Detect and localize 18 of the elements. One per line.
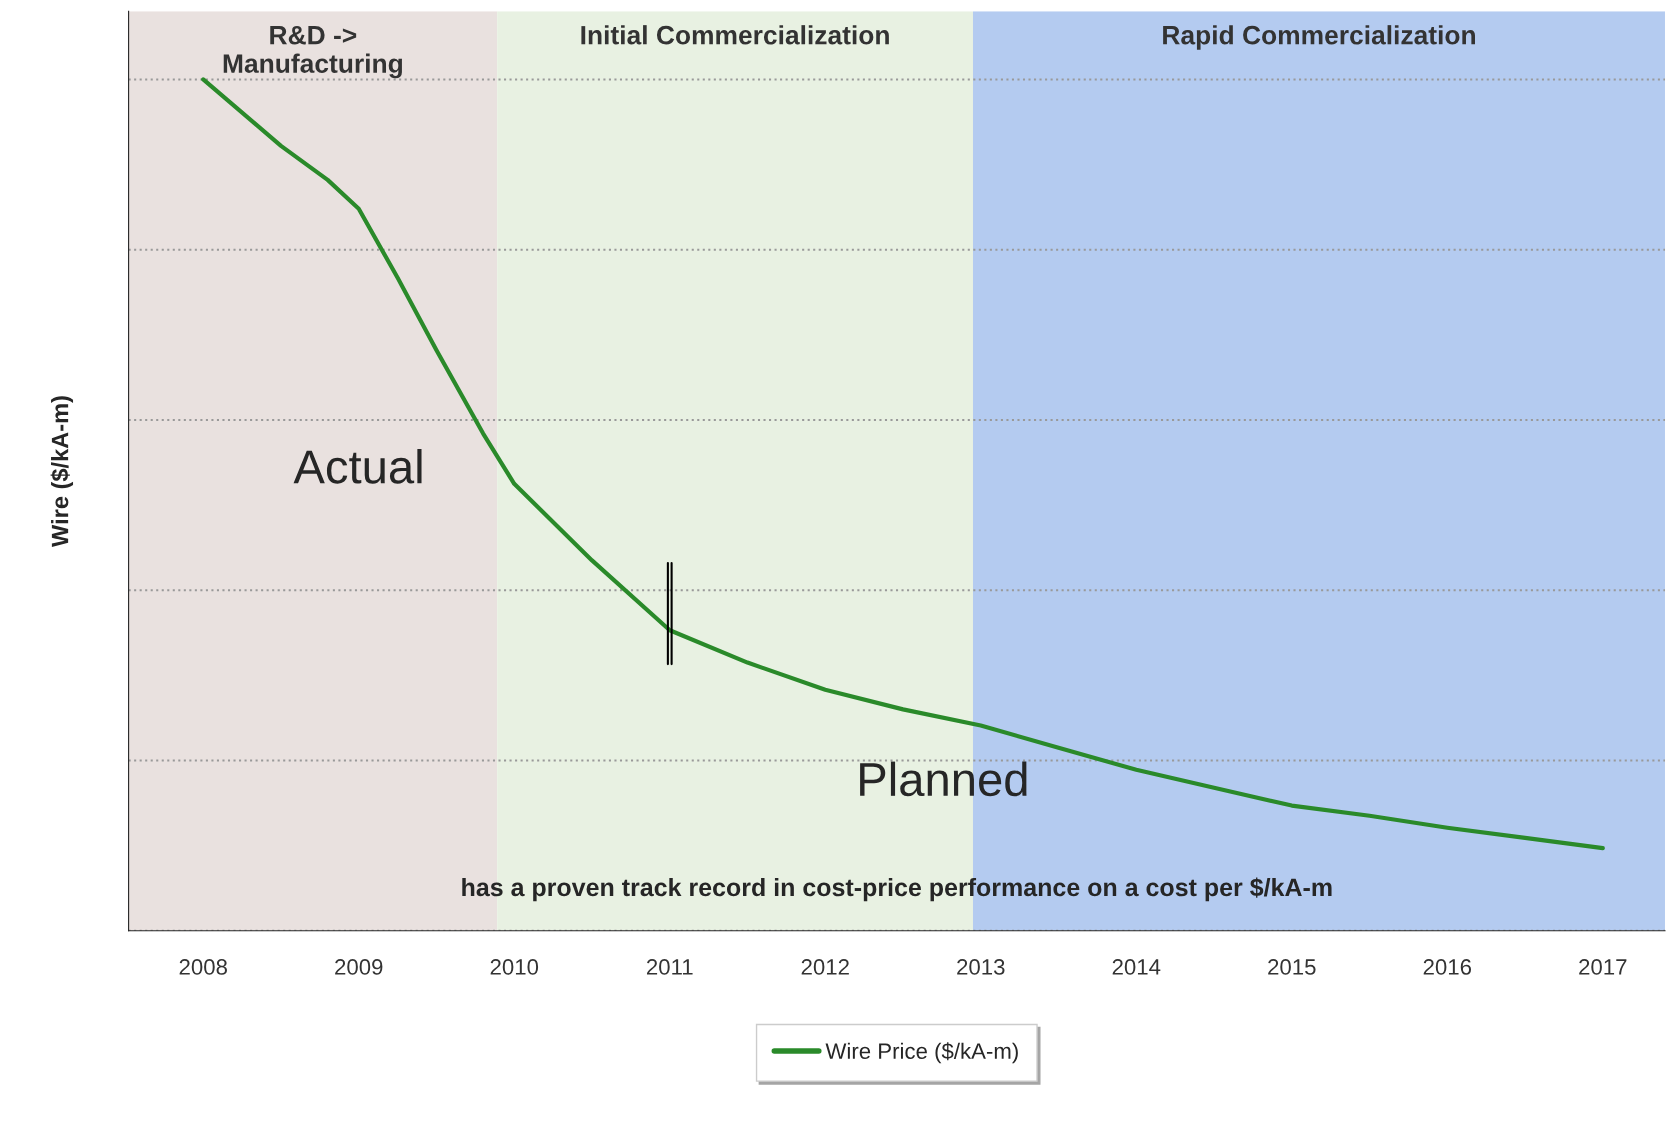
legend-label: Wire Price ($/kA-m) <box>825 1042 1018 1064</box>
band-label: R&D -> Manufacturing <box>223 26 402 79</box>
x-tick-label: 2010 <box>490 959 539 975</box>
x-tick-label: 2013 <box>957 959 1005 975</box>
band-label: Initial Commercialization <box>581 25 889 45</box>
x-tick-label: 2014 <box>1112 959 1161 975</box>
x-tick-label: 2009 <box>335 959 383 975</box>
annotation: Planned <box>860 761 1027 797</box>
x-tick-label: 2017 <box>1579 959 1627 975</box>
annotation: has a proven track record in cost-price performance on a cost per $/kA-m <box>462 877 1332 902</box>
x-tick-label: 2011 <box>646 959 693 975</box>
x-tick-label: 2008 <box>179 959 227 975</box>
x-tick-label: 2015 <box>1268 959 1316 975</box>
x-tick-label: 2012 <box>801 959 849 975</box>
band-label: Rapid Commercialization <box>1163 25 1475 50</box>
y-axis-title: Wire ($/kA-m) <box>50 396 74 547</box>
annotation: Actual <box>293 449 422 484</box>
x-tick-label: 2016 <box>1423 959 1472 975</box>
